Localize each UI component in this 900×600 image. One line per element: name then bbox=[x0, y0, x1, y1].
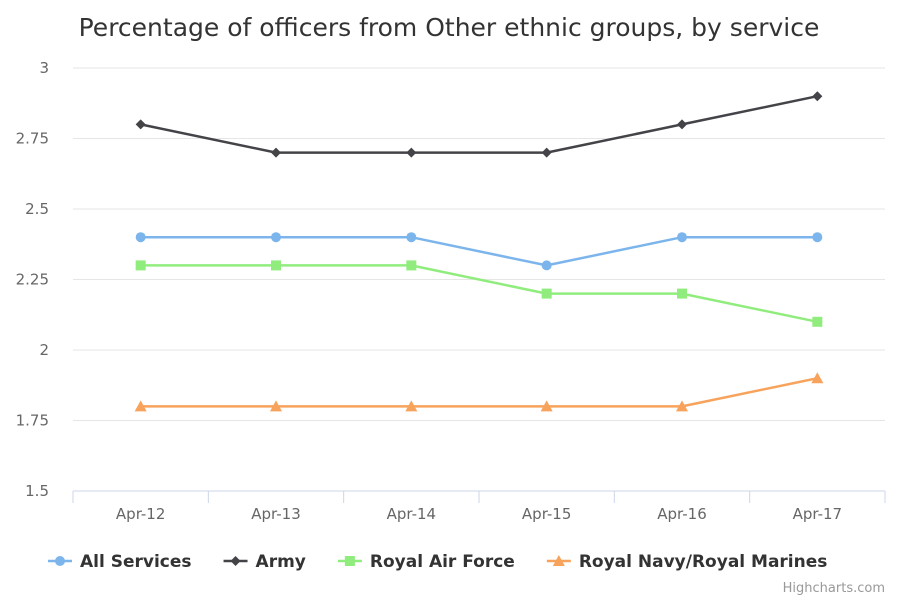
legend-item-all-services[interactable]: All Services bbox=[48, 552, 192, 572]
x-tick-label: Apr-17 bbox=[793, 505, 843, 523]
x-axis: Apr-12 Apr-13 Apr-14 Apr-15 Apr-16 Apr-17 bbox=[72, 490, 886, 523]
x-tick-label: Apr-15 bbox=[522, 505, 572, 523]
data-point-all-services[interactable] bbox=[271, 232, 281, 243]
x-tick-label: Apr-13 bbox=[251, 505, 301, 523]
series-all-services bbox=[135, 232, 823, 271]
data-point-all-services[interactable] bbox=[406, 232, 417, 243]
y-tick-label: 3 bbox=[39, 59, 49, 77]
data-point-army[interactable] bbox=[541, 147, 552, 158]
legend-item-royal-navy-royal-marines[interactable]: Royal Navy/Royal Marines bbox=[546, 552, 828, 572]
data-point-royal-air-force[interactable] bbox=[812, 316, 823, 327]
series-line-royal-air-force[interactable] bbox=[140, 264, 818, 324]
legend-marker-all-services bbox=[55, 556, 65, 566]
credits-link[interactable]: Highcharts.com bbox=[783, 581, 885, 596]
data-point-army[interactable] bbox=[677, 119, 687, 130]
data-point-royal-navy-royal-marines[interactable] bbox=[405, 400, 418, 412]
y-axis: 1.5 1.75 2 2.25 2.5 2.75 3 bbox=[16, 59, 49, 500]
legend-label-royal-navy-royal-marines: Royal Navy/Royal Marines bbox=[579, 552, 828, 572]
chart-title: Percentage of officers from Other ethnic… bbox=[79, 13, 820, 42]
data-point-royal-air-force[interactable] bbox=[406, 260, 417, 271]
data-point-all-services[interactable] bbox=[135, 232, 146, 243]
legend-item-army[interactable]: Army bbox=[223, 552, 306, 572]
data-point-army[interactable] bbox=[812, 91, 823, 102]
legend-marker-army bbox=[230, 556, 241, 566]
y-tick-label: 1.5 bbox=[25, 482, 49, 500]
data-point-army[interactable] bbox=[271, 147, 281, 158]
data-point-royal-air-force[interactable] bbox=[135, 260, 146, 271]
legend-label-royal-air-force: Royal Air Force bbox=[370, 552, 515, 572]
legend-label-army: Army bbox=[256, 552, 306, 572]
data-point-royal-navy-royal-marines[interactable] bbox=[540, 400, 553, 412]
y-tick-label: 2.25 bbox=[16, 271, 49, 289]
legend-marker-royal-navy-royal-marines bbox=[552, 555, 565, 566]
x-tick-label: Apr-14 bbox=[387, 505, 437, 523]
series-royal-navy-royal-marines bbox=[134, 372, 824, 412]
x-tick-label: Apr-16 bbox=[657, 505, 707, 523]
grid-lines bbox=[73, 67, 885, 421]
data-point-all-services[interactable] bbox=[541, 260, 552, 271]
y-tick-label: 2 bbox=[39, 341, 49, 359]
series-line-royal-navy-royal-marines[interactable] bbox=[140, 376, 818, 408]
series-line-all-services[interactable] bbox=[140, 235, 818, 267]
data-point-royal-navy-royal-marines[interactable] bbox=[811, 372, 824, 384]
series-royal-air-force bbox=[135, 260, 823, 327]
data-point-royal-air-force[interactable] bbox=[271, 260, 281, 271]
data-point-royal-navy-royal-marines[interactable] bbox=[676, 400, 688, 412]
series-group bbox=[134, 91, 824, 412]
legend-label-all-services: All Services bbox=[80, 552, 192, 572]
series-line-army[interactable] bbox=[140, 94, 818, 154]
legend-item-royal-air-force[interactable]: Royal Air Force bbox=[337, 552, 515, 572]
series-army bbox=[135, 91, 823, 158]
data-point-all-services[interactable] bbox=[812, 232, 823, 243]
legend[interactable]: All Services Army Royal Air Force Royal Nav… bbox=[48, 552, 827, 572]
y-tick-label: 2.5 bbox=[25, 200, 49, 218]
y-tick-label: 2.75 bbox=[16, 130, 49, 148]
data-point-all-services[interactable] bbox=[677, 232, 687, 243]
data-point-royal-navy-royal-marines[interactable] bbox=[270, 400, 282, 412]
data-point-royal-air-force[interactable] bbox=[541, 288, 552, 299]
y-tick-label: 1.75 bbox=[16, 412, 49, 430]
x-tick-label: Apr-12 bbox=[116, 505, 166, 523]
legend-marker-royal-air-force bbox=[344, 556, 355, 566]
data-point-royal-navy-royal-marines[interactable] bbox=[134, 400, 147, 412]
data-point-army[interactable] bbox=[406, 147, 417, 158]
data-point-army[interactable] bbox=[135, 119, 146, 130]
data-point-royal-air-force[interactable] bbox=[677, 288, 687, 299]
